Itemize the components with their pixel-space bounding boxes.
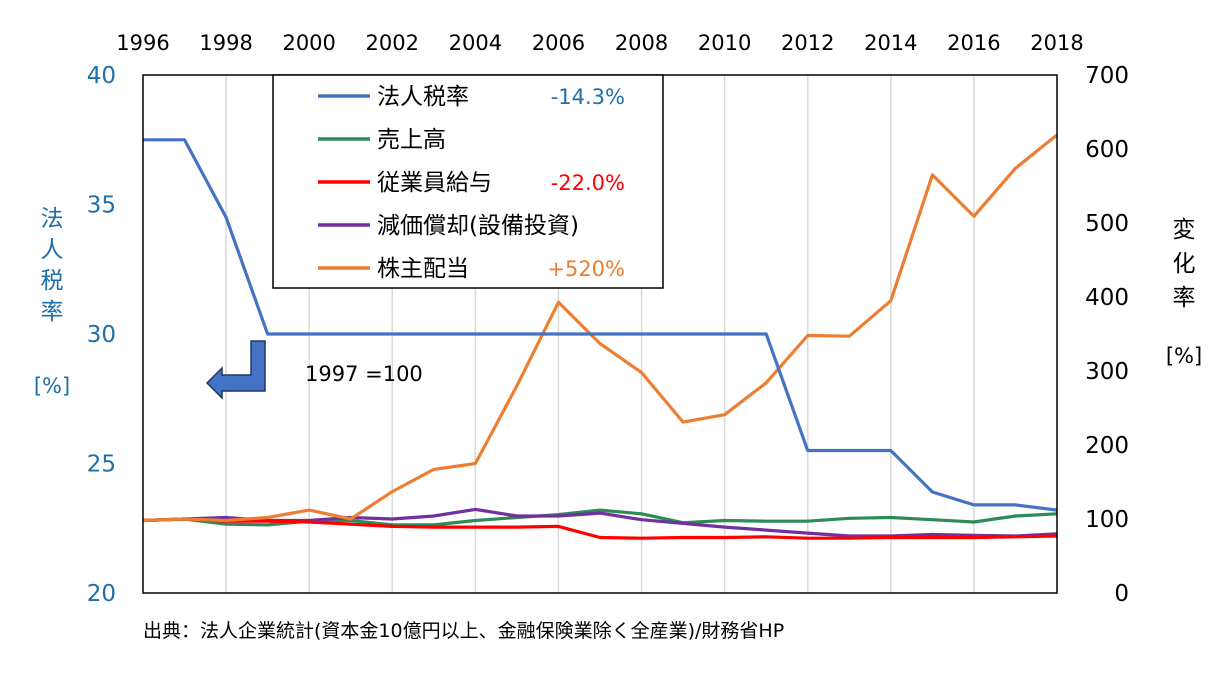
right-tick-label: 400 <box>1085 285 1129 311</box>
series-line-5 <box>142 133 1059 523</box>
base-year-marker: 1997 =100 <box>205 340 423 400</box>
left-axis-ticks: 20 25 30 35 40 <box>87 63 116 607</box>
legend-change-value: -22.0% <box>551 171 625 195</box>
x-tick-label: 2002 <box>366 31 419 55</box>
x-tick-label: 1998 <box>199 31 252 55</box>
right-tick-label: 300 <box>1085 359 1129 385</box>
x-axis-ticks: 1996 1998 2000 2002 2004 2006 2008 2010 2012 2014… <box>116 31 1083 55</box>
legend-label: 株主配当 <box>377 256 469 282</box>
left-tick-label: 20 <box>87 581 116 607</box>
right-axis-label-char: 化 <box>1173 251 1196 277</box>
right-tick-label: 0 <box>1114 581 1129 607</box>
x-tick-label: 2012 <box>781 31 834 55</box>
x-tick-label: 2006 <box>532 31 585 55</box>
series-line-3 <box>142 517 1058 540</box>
source-note: 出典：法人企業統計(資本金10億円以上、金融保険業除く全産業)/財務省HP <box>143 620 784 642</box>
x-tick-label: 1996 <box>116 31 169 55</box>
x-tick-label: 2010 <box>698 31 751 55</box>
left-tick-label: 30 <box>87 322 116 348</box>
x-tick-label: 2008 <box>615 31 668 55</box>
right-axis-ticks: 0 100 200 300 400 500 600 700 <box>1085 63 1129 607</box>
legend-change-value: +520% <box>547 257 625 281</box>
legend-label: 減価償却(設備投資) <box>377 213 579 239</box>
legend-label: 売上高 <box>377 127 446 153</box>
series-lines <box>142 133 1059 540</box>
x-tick-label: 2018 <box>1030 31 1083 55</box>
base-year-annotation: 1997 =100 <box>305 362 423 386</box>
right-axis-label: 変化率 <box>1173 217 1196 311</box>
left-axis-label-char: 率 <box>41 299 64 325</box>
right-tick-label: 700 <box>1085 63 1129 89</box>
right-tick-label: 200 <box>1085 433 1129 459</box>
right-axis-label-char: 変 <box>1173 217 1196 243</box>
right-axis-label-char: 率 <box>1173 285 1196 311</box>
left-axis-unit: [%] <box>34 374 70 398</box>
arrow-left-icon <box>205 340 266 400</box>
left-tick-label: 40 <box>87 63 116 89</box>
left-axis-label-char: 人 <box>41 237 64 263</box>
legend-label: 法人税率 <box>377 84 469 110</box>
left-axis-label-char: 税 <box>41 268 64 294</box>
right-tick-label: 500 <box>1085 211 1129 237</box>
left-axis-label: 法人税率 <box>41 206 64 325</box>
right-tick-label: 100 <box>1085 507 1129 533</box>
series-line-1 <box>143 138 1058 512</box>
left-tick-label: 35 <box>87 193 116 219</box>
legend-change-value: -14.3% <box>551 85 625 109</box>
x-tick-label: 2000 <box>282 31 335 55</box>
left-tick-label: 25 <box>87 452 116 478</box>
x-tick-label: 2016 <box>947 31 1000 55</box>
right-tick-label: 600 <box>1085 137 1129 163</box>
right-axis-unit: [%] <box>1166 344 1202 368</box>
x-tick-label: 2004 <box>449 31 502 55</box>
x-tick-label: 2014 <box>864 31 917 55</box>
legend-label: 従業員給与 <box>377 170 492 196</box>
left-axis-label-char: 法 <box>41 206 64 232</box>
